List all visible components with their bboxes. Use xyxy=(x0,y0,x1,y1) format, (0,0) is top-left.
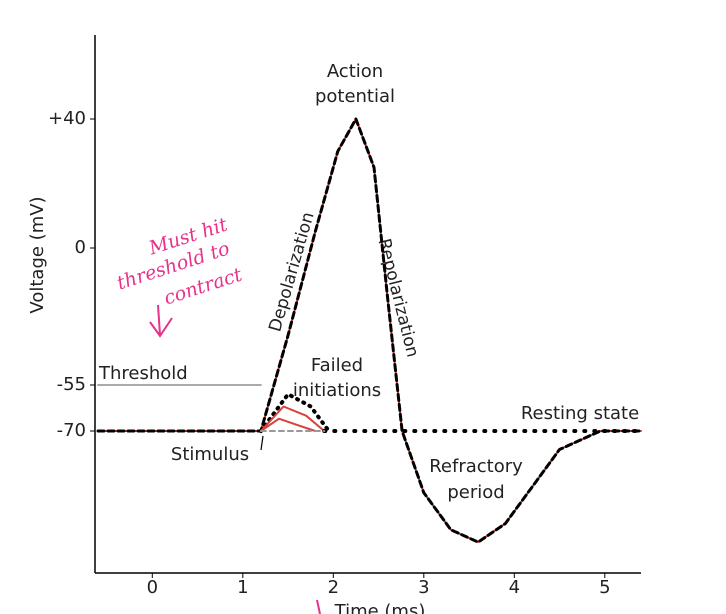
annotation: Action xyxy=(327,61,383,82)
series-line xyxy=(97,118,642,544)
x-axis-title: Time (ms) xyxy=(334,601,426,614)
x-tick-label: 4 xyxy=(509,577,520,598)
annotation: period xyxy=(447,482,504,503)
series-line xyxy=(258,392,331,433)
annotation: Resting state xyxy=(521,403,639,424)
x-tick-label: 2 xyxy=(328,577,339,598)
annotation: initiations xyxy=(293,380,381,401)
handwritten-arrow xyxy=(149,304,173,338)
annotation: potential xyxy=(315,86,395,107)
series-line xyxy=(259,417,317,432)
y-tick-label: -55 xyxy=(57,374,86,395)
y-tick-label: 0 xyxy=(75,237,86,258)
x-tick-label: 5 xyxy=(599,577,610,598)
y-tick-label: -70 xyxy=(57,420,86,441)
annotation: Stimulus xyxy=(171,444,249,465)
x-tick-label: 1 xyxy=(237,577,248,598)
series-line xyxy=(259,405,326,432)
annotation: Failed xyxy=(311,355,363,376)
y-tick-label: +40 xyxy=(48,108,86,129)
x-tick-label: 3 xyxy=(418,577,429,598)
annotation: Refractory xyxy=(429,456,523,477)
annotation: Repolarization xyxy=(374,237,423,360)
x-tick-label: 0 xyxy=(147,577,158,598)
y-axis-title: Voltage (mV) xyxy=(27,196,48,313)
annotation: Threshold xyxy=(98,363,188,384)
stimulus-arrow xyxy=(260,435,264,451)
series-line xyxy=(96,117,643,544)
handwritten-mark xyxy=(316,599,321,614)
